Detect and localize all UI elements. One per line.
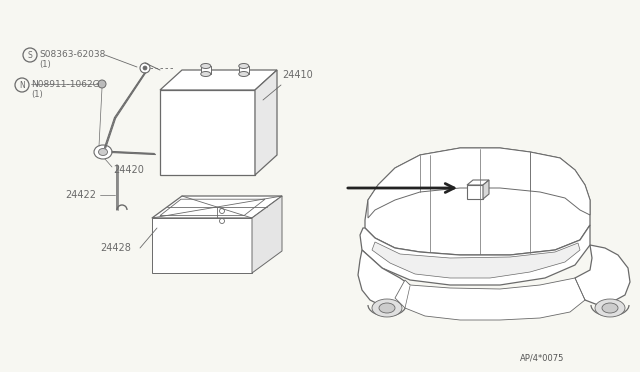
- Text: N: N: [19, 80, 25, 90]
- Bar: [239, 66, 249, 74]
- Text: 24422: 24422: [65, 190, 96, 200]
- Ellipse shape: [201, 64, 211, 68]
- Polygon shape: [368, 148, 590, 218]
- Polygon shape: [152, 196, 282, 218]
- Text: (1): (1): [39, 60, 51, 68]
- Ellipse shape: [99, 148, 108, 155]
- Bar: [201, 66, 211, 74]
- Circle shape: [143, 66, 147, 70]
- Ellipse shape: [602, 303, 618, 313]
- Polygon shape: [152, 218, 252, 273]
- Circle shape: [98, 80, 106, 88]
- Text: N08911-1062G: N08911-1062G: [31, 80, 100, 89]
- Circle shape: [140, 63, 150, 73]
- Bar: [467, 185, 483, 199]
- Text: 24428: 24428: [100, 243, 131, 253]
- Ellipse shape: [239, 71, 249, 77]
- Polygon shape: [575, 245, 630, 305]
- Text: S08363-62038: S08363-62038: [39, 49, 106, 58]
- Text: AP/4*0075: AP/4*0075: [520, 353, 564, 362]
- Text: 24420: 24420: [113, 165, 144, 175]
- Ellipse shape: [94, 145, 112, 159]
- Polygon shape: [372, 242, 580, 278]
- Polygon shape: [467, 180, 489, 185]
- Ellipse shape: [201, 71, 211, 77]
- Ellipse shape: [239, 64, 249, 68]
- Polygon shape: [360, 225, 590, 285]
- Polygon shape: [395, 278, 585, 320]
- Text: (1): (1): [31, 90, 43, 99]
- Ellipse shape: [372, 299, 402, 317]
- Polygon shape: [160, 70, 277, 90]
- Polygon shape: [252, 196, 282, 273]
- Text: 24410: 24410: [282, 70, 313, 80]
- Bar: [160, 90, 255, 175]
- Polygon shape: [358, 250, 410, 305]
- Polygon shape: [483, 180, 489, 199]
- Text: S: S: [28, 51, 33, 60]
- Ellipse shape: [595, 299, 625, 317]
- Ellipse shape: [379, 303, 395, 313]
- Polygon shape: [365, 148, 590, 255]
- Polygon shape: [255, 70, 277, 175]
